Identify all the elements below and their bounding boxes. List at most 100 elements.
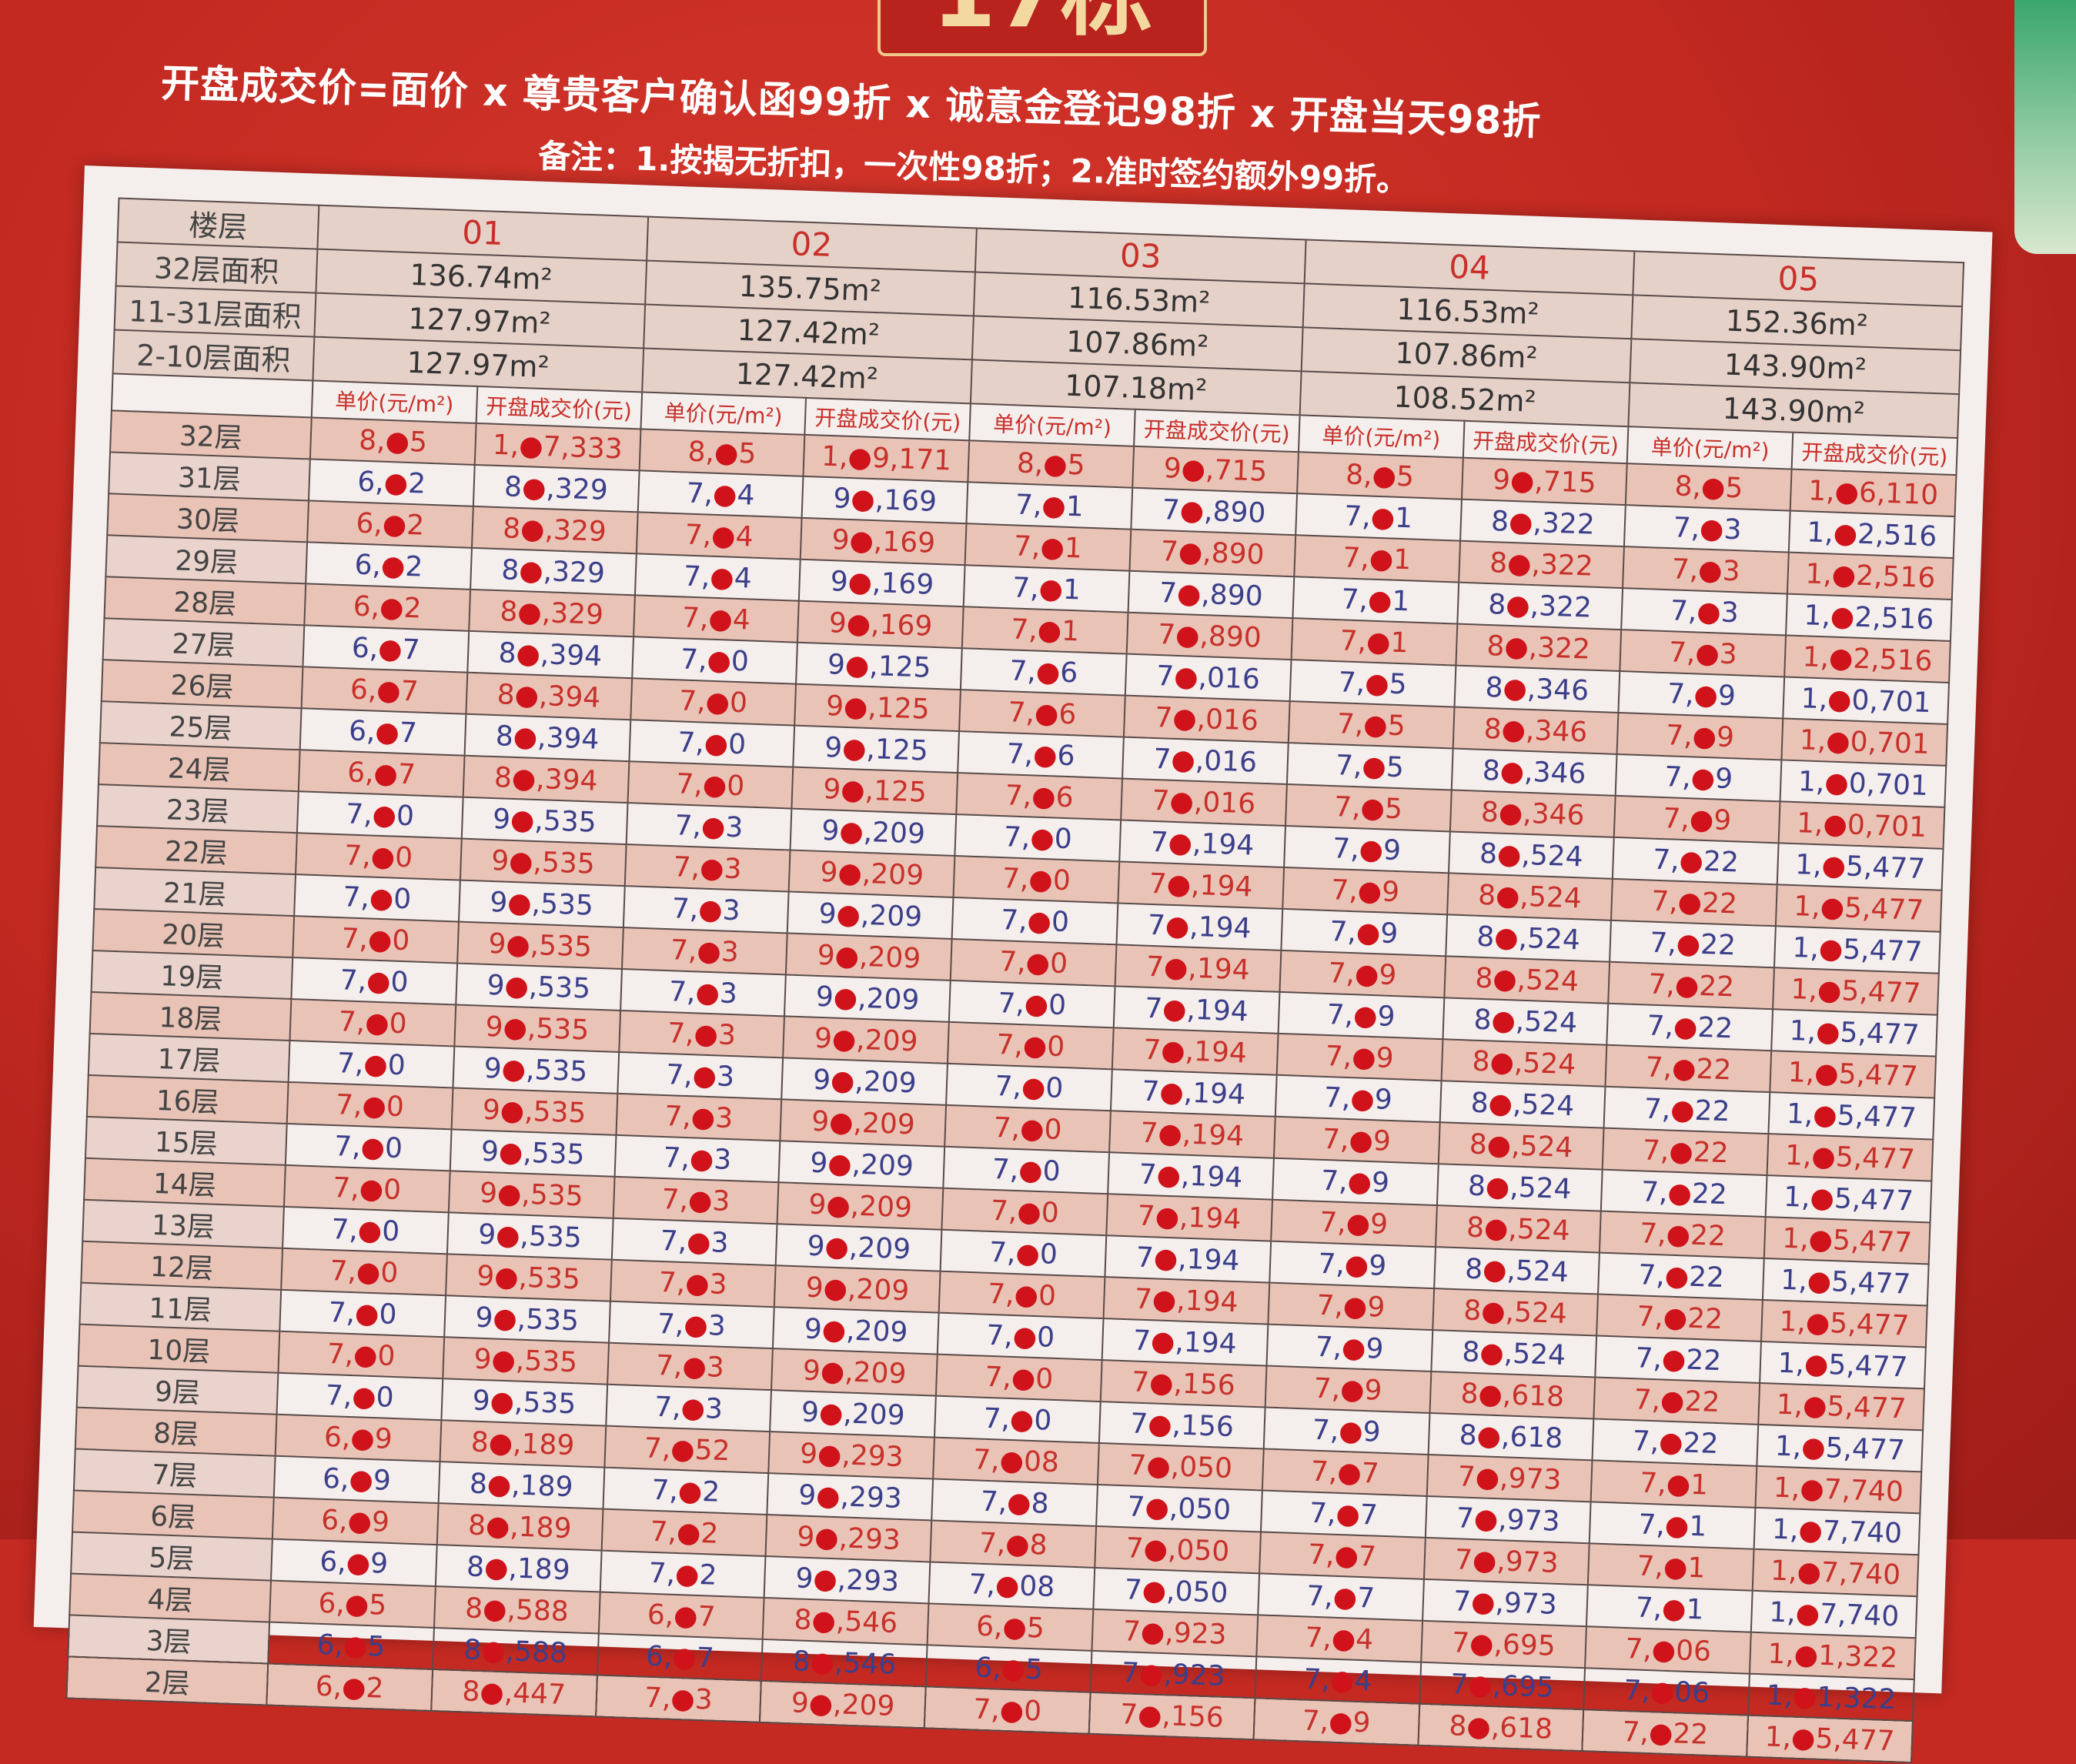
- redaction-dot: ●: [1790, 1722, 1817, 1755]
- redaction-dot: ●: [833, 981, 858, 1014]
- unit-price-cell: 6,●2: [308, 459, 475, 506]
- unit-price-cell: 6,●9: [270, 1538, 437, 1587]
- unit-price-cell: 7,●3: [626, 803, 792, 850]
- unit-price-cell: 6,●7: [301, 667, 468, 714]
- unit-price-cell: 7,●22: [1600, 1211, 1766, 1259]
- redaction-dot: ●: [1467, 1669, 1493, 1702]
- unit-price-cell: 7,●1: [1292, 576, 1459, 624]
- total-price-cell: 7●,194: [1119, 820, 1285, 867]
- unit-price-cell: 7,●9: [1265, 1365, 1431, 1413]
- redaction-dot: ●: [1663, 1551, 1689, 1584]
- redaction-dot: ●: [686, 1225, 712, 1258]
- redaction-dot: ●: [1168, 785, 1195, 818]
- total-price-cell: 9●,715: [1461, 457, 1628, 506]
- total-price-cell: 9●,715: [1132, 446, 1299, 494]
- floor-label: 15层: [85, 1116, 287, 1165]
- unit-price-cell: 7,●0: [940, 1229, 1107, 1278]
- redaction-dot: ●: [1479, 1336, 1505, 1369]
- redaction-dot: ●: [359, 1172, 384, 1205]
- total-price-cell: 8●,618: [1429, 1371, 1596, 1419]
- redaction-dot: ●: [364, 1006, 390, 1039]
- redaction-dot: ●: [1824, 766, 1850, 799]
- unit-price-cell: 7,●6: [959, 690, 1125, 737]
- floor-label: 32层: [110, 410, 312, 459]
- total-price-cell: 1,●5,477: [1770, 1051, 1937, 1098]
- redaction-dot: ●: [361, 1089, 387, 1122]
- redaction-dot: ●: [1152, 1283, 1178, 1316]
- redaction-dot: ●: [815, 1479, 841, 1512]
- unit-price-cell: 7,●9: [1263, 1407, 1430, 1455]
- redaction-dot: ●: [1349, 1082, 1376, 1115]
- total-price-cell: 8●,524: [1433, 1247, 1600, 1295]
- total-price-cell: 9●,209: [760, 1680, 926, 1729]
- unit-price-cell: 7,●0: [950, 938, 1117, 987]
- redaction-dot: ●: [1697, 553, 1723, 587]
- redaction-dot: ●: [515, 637, 541, 670]
- redaction-dot: ●: [1661, 1342, 1687, 1376]
- redaction-dot: ●: [670, 1682, 696, 1716]
- unit-price-cell: 7,●0: [941, 1188, 1108, 1236]
- total-price-cell: 8●,524: [1445, 914, 1612, 962]
- redaction-dot: ●: [1809, 1181, 1835, 1214]
- redaction-dot: ●: [1366, 626, 1392, 659]
- redaction-dot: ●: [488, 1426, 513, 1459]
- redaction-dot: ●: [674, 1558, 700, 1591]
- total-price-cell: 7●,194: [1112, 1027, 1279, 1075]
- redaction-dot: ●: [1807, 1223, 1834, 1256]
- redaction-dot: ●: [1475, 1461, 1500, 1494]
- floor-label: 7层: [73, 1448, 276, 1498]
- redaction-dot: ●: [1825, 724, 1851, 757]
- unit-price-cell: 7,●9: [1614, 795, 1780, 844]
- unit-price-cell: 7,●3: [1621, 588, 1788, 636]
- total-price-cell: 8●,618: [1417, 1703, 1584, 1752]
- redaction-dot: ●: [687, 1184, 714, 1217]
- redaction-dot: ●: [999, 1694, 1025, 1727]
- floor-label: 26层: [101, 660, 303, 709]
- redaction-dot: ●: [380, 550, 406, 583]
- redaction-dot: ●: [1505, 589, 1531, 622]
- redaction-dot: ●: [1696, 595, 1722, 629]
- redaction-dot: ●: [1361, 750, 1387, 783]
- redaction-dot: ●: [1148, 1366, 1175, 1399]
- total-price-cell: 9●,209: [774, 1265, 941, 1313]
- redaction-dot: ●: [1358, 833, 1384, 866]
- total-price-cell: 8●,322: [1455, 623, 1622, 672]
- redaction-dot: ●: [680, 1391, 706, 1425]
- total-price-cell: 9●,209: [773, 1307, 939, 1355]
- redaction-dot: ●: [1670, 1094, 1696, 1127]
- unit-price-cell: 7,●0: [951, 897, 1118, 945]
- redaction-dot: ●: [1034, 697, 1060, 730]
- redaction-dot: ●: [379, 591, 405, 624]
- redaction-dot: ●: [1812, 1098, 1838, 1131]
- redaction-dot: ●: [1024, 987, 1049, 1021]
- redaction-dot: ●: [1022, 1029, 1048, 1062]
- unit-price-cell: 7,●08: [928, 1562, 1095, 1609]
- redaction-dot: ●: [369, 882, 395, 915]
- unit-price-cell: 7,●1: [966, 482, 1133, 530]
- total-price-cell: 7●,973: [1426, 1454, 1593, 1502]
- redaction-dot: ●: [1339, 1373, 1366, 1406]
- redaction-dot: ●: [1331, 1622, 1357, 1655]
- unit-price-cell: 7,●1: [1590, 1460, 1757, 1508]
- total-price-cell: 7●,973: [1425, 1495, 1591, 1544]
- unit-price-cell: 7,●0: [288, 1040, 455, 1088]
- unit-price-cell: 7,●0: [293, 916, 459, 964]
- total-price-cell: 7●,890: [1129, 529, 1295, 577]
- redaction-dot: ●: [1820, 849, 1847, 882]
- redaction-dot: ●: [518, 429, 544, 463]
- unit-price-cell: 7,●0: [629, 720, 795, 767]
- unit-price-cell: 7,●22: [1611, 878, 1777, 927]
- total-price-cell: 9●,535: [461, 797, 628, 845]
- redaction-dot: ●: [1356, 916, 1382, 949]
- redaction-dot: ●: [1490, 1004, 1516, 1037]
- redaction-dot: ●: [1822, 807, 1848, 840]
- redaction-dot: ●: [490, 1343, 516, 1376]
- floor-label: 4层: [69, 1573, 271, 1622]
- redaction-dot: ●: [1488, 1087, 1513, 1120]
- total-price-cell: 8●,524: [1446, 873, 1613, 920]
- redaction-dot: ●: [1026, 904, 1052, 937]
- total-price-cell: 1,●5,477: [1773, 967, 1939, 1015]
- redaction-dot: ●: [848, 524, 874, 557]
- total-price-cell: 9●,535: [453, 1046, 619, 1094]
- redaction-dot: ●: [689, 1142, 715, 1175]
